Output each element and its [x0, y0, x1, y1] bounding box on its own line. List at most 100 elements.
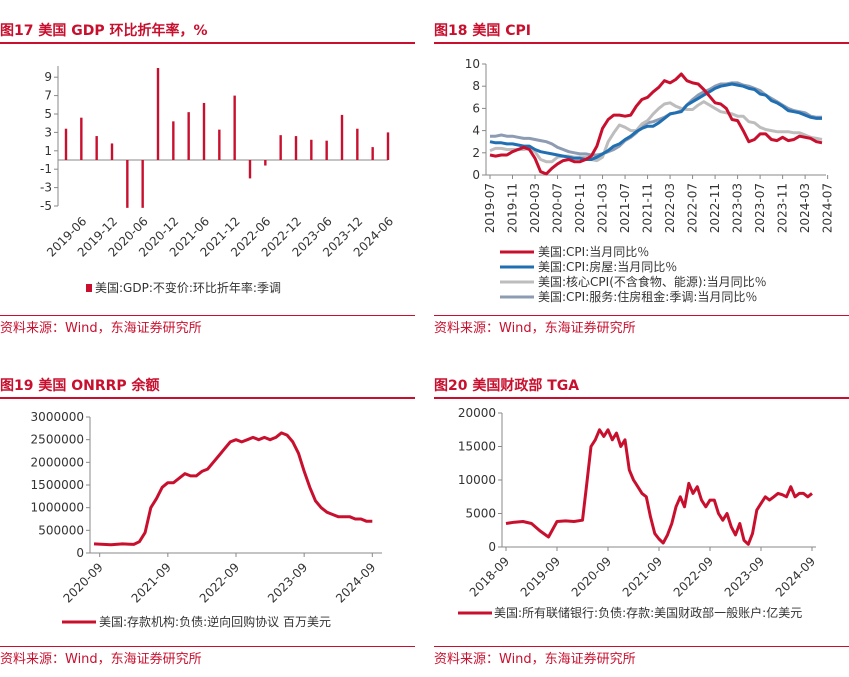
x-tick-label: 2020-09 [60, 560, 105, 605]
cpi-line-chart: 0 2 4 6 8 10 2019-07 2019-11 2020-03 2020-07 2020-… [465, 57, 835, 304]
x-tick-label: 2023-09 [722, 554, 767, 599]
legend-label: 美国:CPI:当月同比％ [538, 245, 649, 259]
x-tick-label: 2019-07 [483, 183, 497, 233]
gdp-bar-chart: -5-3-1135792019-062019-122020-062020-122… [40, 66, 396, 295]
x-tick-label: 2020-07 [551, 183, 565, 233]
bar [187, 112, 190, 160]
title-rule [0, 397, 415, 399]
x-tick-label: 2022-03 [663, 183, 677, 233]
source-note: 资料来源：Wind，东海证券研究所 [434, 321, 636, 336]
y-tick-label: 500000 [38, 523, 84, 537]
y-tick-label: -1 [40, 162, 52, 176]
y-tick-label: 7 [44, 89, 52, 103]
legend-label: 美国:GDP:不变价:环比折年率:季调 [95, 280, 281, 295]
series-line [489, 72, 823, 176]
legend-label: 美国:CPI:服务:住房租金:季调:当月同比％ [538, 289, 757, 304]
x-tick-label: 2024-09 [773, 554, 818, 599]
bar [126, 160, 129, 208]
bar [172, 121, 175, 160]
legend-swatch [86, 284, 92, 292]
x-tick-label: 2021-09 [129, 560, 174, 605]
y-tick-label: 5 [44, 107, 52, 121]
x-tick-label: 2022-09 [197, 560, 242, 605]
x-tick-label: 2020-09 [569, 554, 614, 599]
title-rule [0, 42, 415, 44]
y-tick-label: 1500000 [31, 478, 84, 492]
panel-title: 图19 美国 ONRRP 余额 [0, 378, 160, 394]
series-line [489, 82, 822, 161]
bar [386, 132, 390, 160]
source-rule [434, 646, 849, 647]
x-tick-label: 2019-09 [518, 554, 563, 599]
x-tick-label: 2023-03 [731, 183, 745, 233]
x-tick-label: 2024-07 [821, 183, 835, 233]
y-tick-label: 3 [44, 125, 52, 139]
x-tick-label: 2018-09 [467, 554, 512, 599]
tga-line-chart: 0 5000 10000 15000 20000 2018-09 2019-09 2020-0… [458, 406, 818, 620]
x-tick-label: 2019-11 [506, 183, 520, 233]
legend-label: 美国:CPI:房屋:当月同比％ [538, 259, 677, 274]
source-note: 资料来源：Wind，东海证券研究所 [0, 321, 202, 336]
y-tick-label: -5 [40, 199, 52, 213]
bar [310, 139, 313, 160]
panel-tga: 图20 美国财政部 TGA 0 5000 10000 15000 20000 2018-0… [434, 0, 849, 677]
y-tick-label: 10 [465, 57, 480, 71]
panel-gdp: 图17 美国 GDP 环比折年率，% -5 -3 -1 1 3 5 7 9 2019-06 201… [0, 0, 415, 340]
x-tick-label: 2021-11 [641, 183, 655, 233]
y-tick-label: 4 [472, 124, 480, 138]
y-tick-label: 9 [44, 70, 52, 84]
legend-label: 美国:所有联储银行:负债:存款:美国财政部一般账户:亿美元 [494, 605, 802, 620]
y-tick-label: 0 [76, 546, 84, 560]
y-tick-label: 1 [44, 144, 52, 158]
bar [264, 160, 267, 166]
x-tick-label: 2021-03 [596, 183, 610, 233]
bar [64, 128, 68, 160]
y-tick-label: 20000 [458, 406, 496, 420]
y-tick-label: 2 [472, 146, 480, 160]
panel-cpi: 图18 美国 CPI 0 2 4 6 8 10 2019-07 2019-11 2020-03 2… [434, 0, 849, 340]
x-tick-label: 2023-09 [265, 560, 310, 605]
y-tick-label: 1000000 [31, 501, 84, 515]
x-tick-label: 2021-09 [620, 554, 665, 599]
bar [218, 129, 221, 160]
y-tick-label: 6 [472, 101, 480, 115]
onrrp-line-chart: 0 500000 1000000 1500000 2000000 2500000 30000… [31, 410, 382, 629]
y-tick-label: 0 [472, 168, 480, 182]
series-line [93, 431, 373, 547]
y-tick-label: 0 [488, 540, 496, 554]
x-tick-label: 2023-07 [753, 183, 767, 233]
x-tick-label: 2023-11 [776, 183, 790, 233]
bar [340, 114, 344, 160]
bar [371, 147, 374, 160]
y-tick-label: 8 [472, 79, 480, 93]
series-line [505, 428, 813, 546]
x-tick-label: 2020-03 [528, 183, 542, 233]
bar [356, 128, 359, 160]
y-tick-label: 15000 [458, 440, 496, 454]
y-tick-label: 3000000 [31, 410, 84, 424]
title-rule [434, 42, 849, 44]
panel-title: 图20 美国财政部 TGA [434, 378, 580, 394]
y-tick-label: -3 [40, 181, 52, 195]
x-tick-label: 2024-09 [333, 560, 378, 605]
source-note: 资料来源：Wind，东海证券研究所 [0, 652, 202, 667]
bar [95, 136, 98, 160]
panel-onrrp: 图19 美国 ONRRP 余额 0 500000 1000000 1500000 200… [0, 0, 415, 677]
bar [294, 136, 298, 160]
source-rule [0, 315, 415, 316]
y-tick-label: 5000 [465, 507, 496, 521]
x-tick-label: 2021-07 [618, 183, 632, 233]
x-tick-label: 2024-03 [798, 183, 812, 233]
bar [202, 102, 206, 160]
source-rule [0, 646, 415, 647]
x-tick-label: 2022-07 [686, 183, 700, 233]
x-tick-label: 2022-09 [671, 554, 716, 599]
panel-title: 图18 美国 CPI [434, 23, 531, 39]
bar [141, 160, 144, 208]
bar [80, 117, 83, 160]
title-rule [434, 397, 849, 399]
x-tick-label: 2020-11 [573, 183, 587, 233]
legend-label: 美国:存款机构:负债:逆向回购协议 百万美元 [99, 614, 331, 629]
series-line [489, 100, 823, 164]
x-tick-label: 2022-11 [708, 183, 722, 233]
